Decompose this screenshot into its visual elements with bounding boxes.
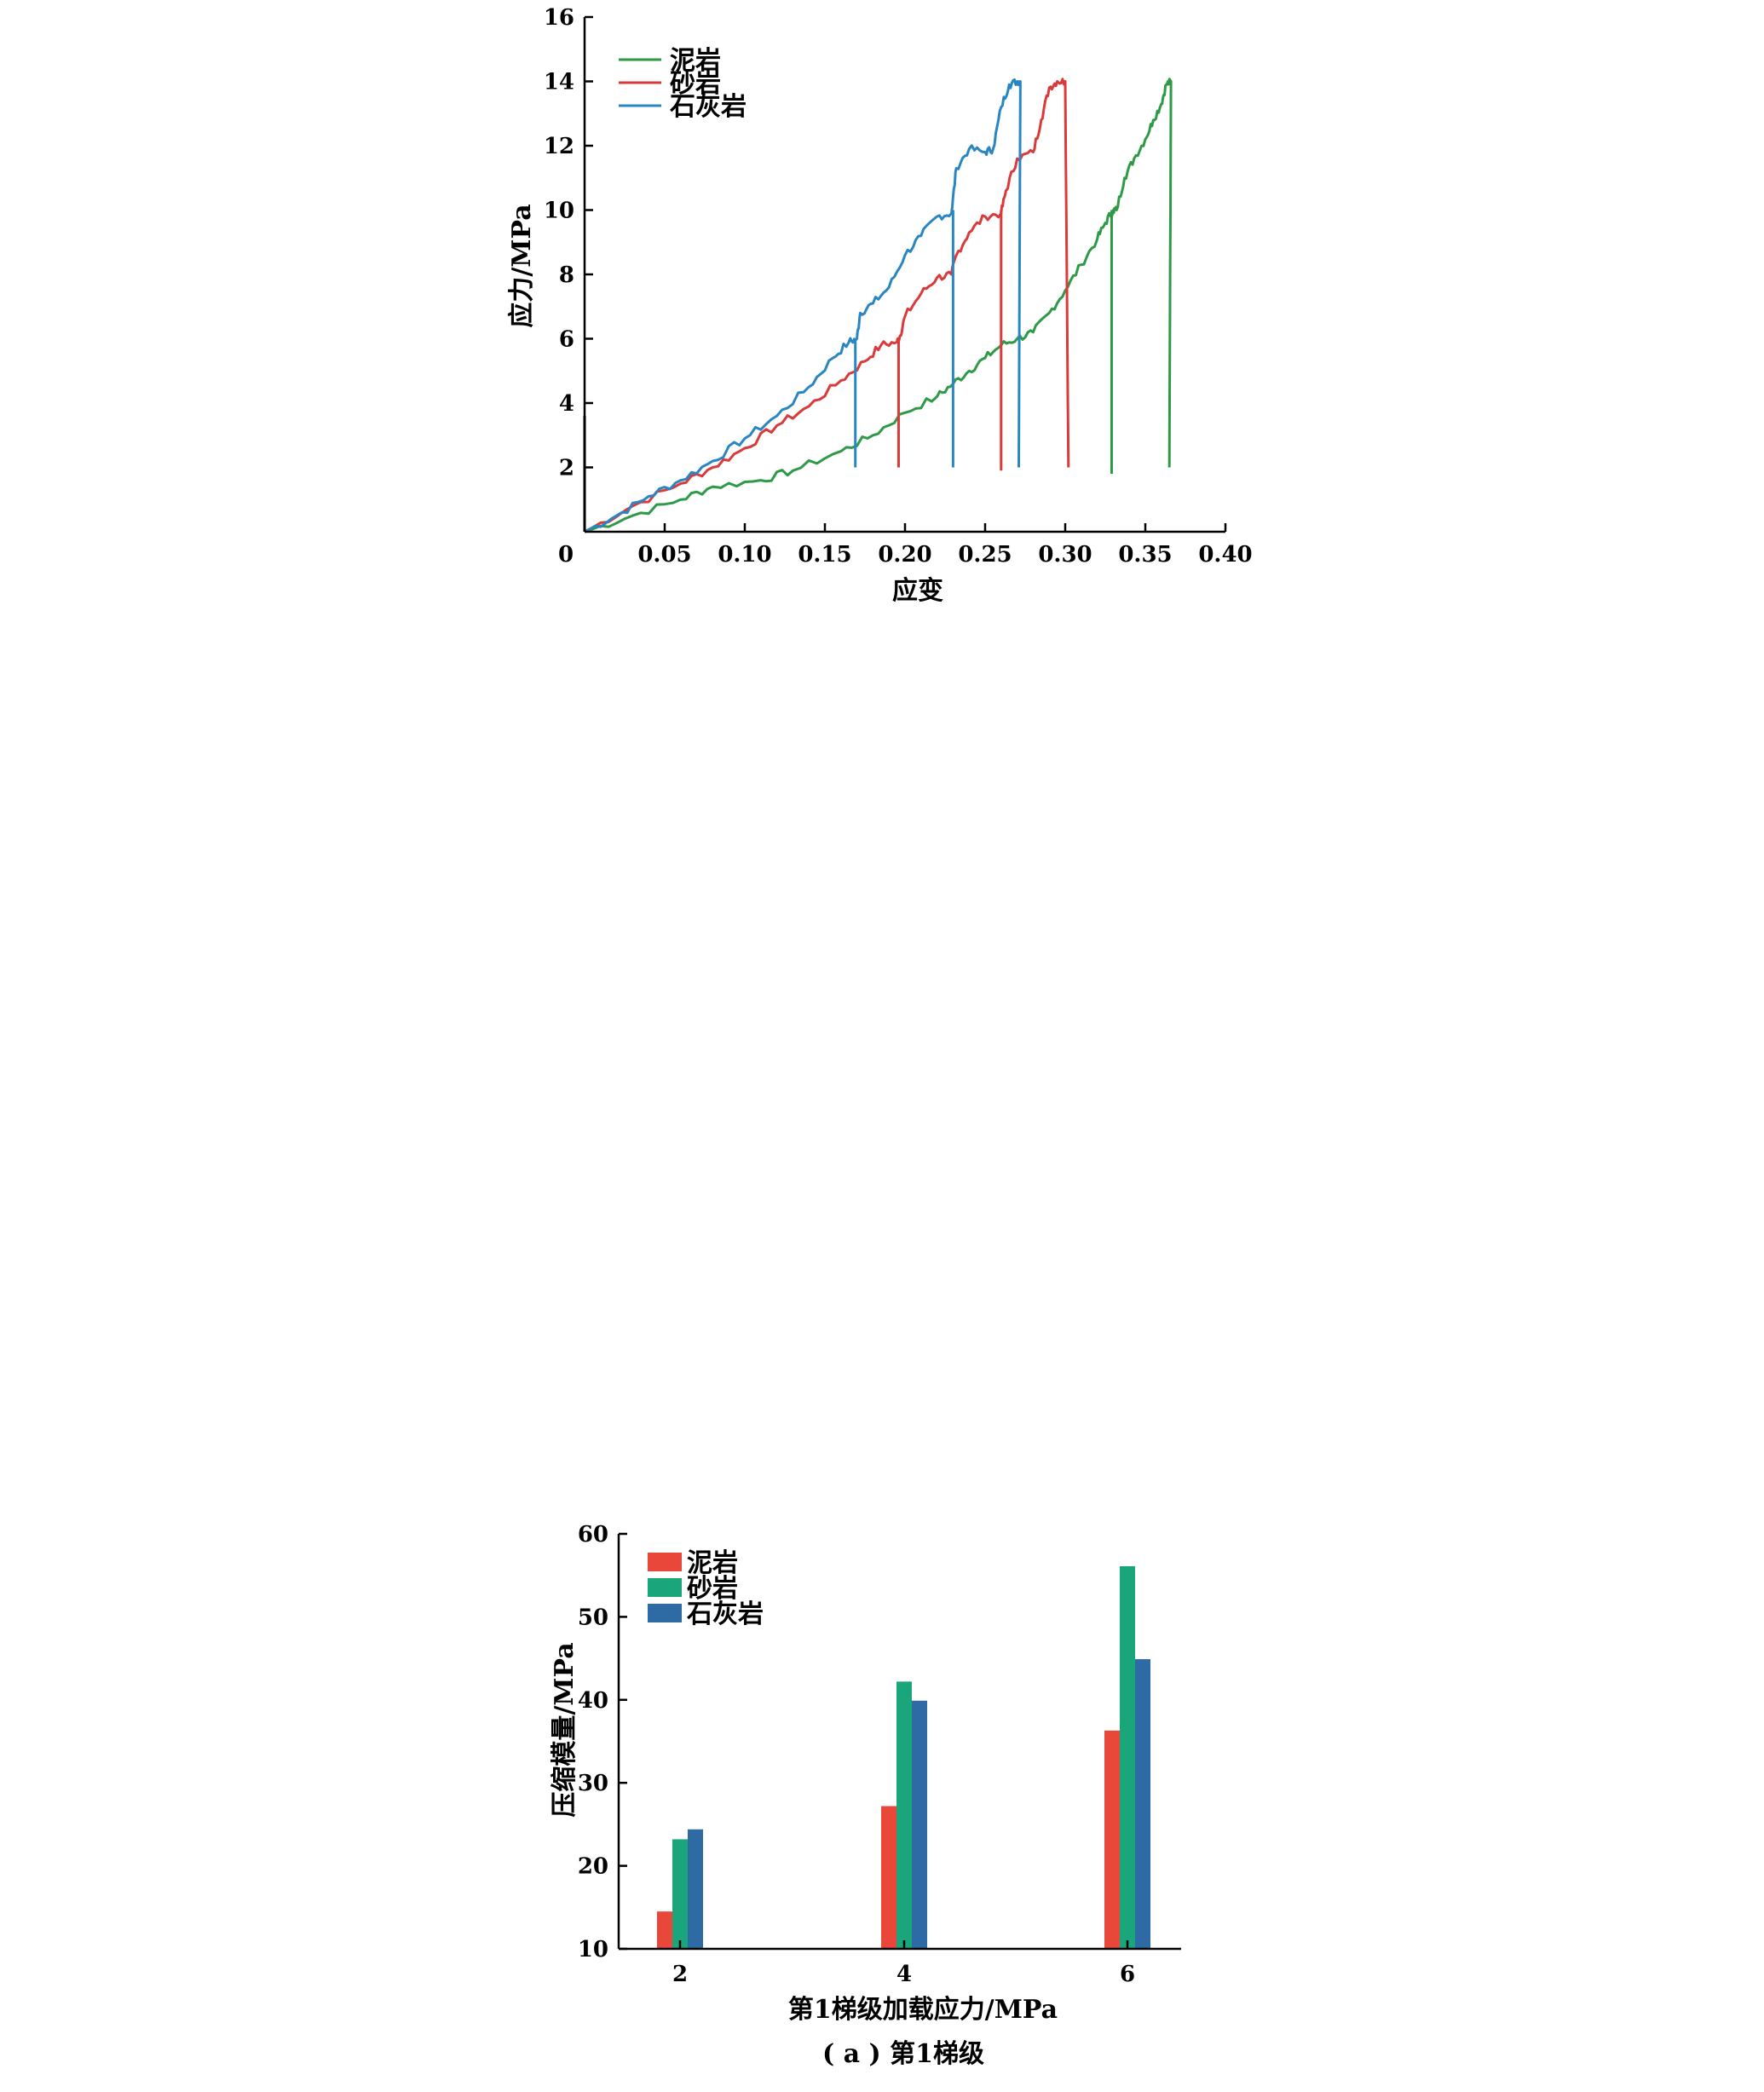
bar-泥岩-2 bbox=[657, 1911, 672, 1949]
x-tick-label: 0.20 bbox=[878, 542, 931, 568]
y-tick-label: 10 bbox=[544, 199, 574, 224]
bar-泥岩-6 bbox=[1104, 1730, 1120, 1949]
x-axis-label: 应变 bbox=[892, 576, 943, 606]
series-line-砂岩 bbox=[584, 78, 1070, 533]
series-line-泥岩 bbox=[584, 78, 1173, 533]
y-axis-label: 压缩模量/MPa bbox=[550, 1642, 579, 1817]
series-line-石灰岩 bbox=[584, 78, 1022, 533]
legend-label: 砂岩 bbox=[687, 1574, 738, 1604]
x-tick-label: 0 bbox=[558, 542, 574, 568]
bar-砂岩-2 bbox=[672, 1839, 688, 1949]
bar-泥岩-4 bbox=[881, 1806, 896, 1949]
y-tick-label: 16 bbox=[544, 5, 574, 31]
y-tick-label: 12 bbox=[544, 134, 574, 159]
legend-label: 石灰岩 bbox=[686, 1599, 764, 1629]
y-axis-label: 应力/MPa bbox=[507, 204, 537, 327]
y-tick-label: 30 bbox=[578, 1771, 608, 1796]
x-tick-label: 0.10 bbox=[718, 542, 771, 568]
y-tick-label: 8 bbox=[559, 262, 574, 288]
stress-strain-chart: 0 0.05 0.10 0.15 0.20 0.25 0.30 0.35 0.40 2 4 6 8 10 1… bbox=[507, 5, 1253, 606]
x-tick-label: 0.15 bbox=[798, 542, 851, 568]
y-tick-label: 60 bbox=[578, 1522, 608, 1547]
x-tick-label: 0.25 bbox=[958, 542, 1012, 568]
legend-label: 石灰岩 bbox=[669, 92, 747, 122]
bar-石灰岩-4 bbox=[912, 1700, 927, 1949]
x-tick-label: 6 bbox=[1120, 1962, 1135, 1987]
y-tick-label: 50 bbox=[578, 1605, 608, 1630]
figure-caption: ( a ) 第1梯级 bbox=[822, 2039, 984, 2069]
x-axis-label: 第1梯级加载应力/MPa bbox=[788, 1995, 1058, 2025]
legend-label: 砂岩 bbox=[670, 69, 721, 99]
y-tick-label: 6 bbox=[559, 327, 574, 353]
y-tick-label: 4 bbox=[559, 391, 574, 417]
bar-石灰岩-2 bbox=[688, 1829, 703, 1949]
y-tick-label: 40 bbox=[578, 1688, 608, 1714]
y-tick-label: 2 bbox=[559, 456, 574, 481]
bar-石灰岩-6 bbox=[1135, 1659, 1150, 1949]
y-tick-label: 20 bbox=[578, 1854, 608, 1880]
legend-swatch bbox=[648, 1604, 682, 1622]
legend-label: 泥岩 bbox=[670, 46, 721, 76]
bar-砂岩-6 bbox=[1120, 1565, 1135, 1949]
x-tick-label: 0.35 bbox=[1118, 542, 1172, 568]
legend-swatch bbox=[648, 1553, 682, 1571]
x-tick-label: 4 bbox=[896, 1962, 912, 1987]
x-tick-label: 2 bbox=[672, 1962, 688, 1987]
x-tick-label: 0.40 bbox=[1198, 542, 1252, 568]
legend-label: 泥岩 bbox=[687, 1548, 738, 1578]
legend-swatch bbox=[648, 1578, 682, 1597]
x-tick-label: 0.05 bbox=[637, 542, 691, 568]
x-tick-label: 0.30 bbox=[1038, 542, 1092, 568]
bar-砂岩-4 bbox=[896, 1681, 912, 1949]
y-tick-label: 14 bbox=[544, 70, 574, 95]
y-tick-label: 10 bbox=[578, 1937, 608, 1962]
